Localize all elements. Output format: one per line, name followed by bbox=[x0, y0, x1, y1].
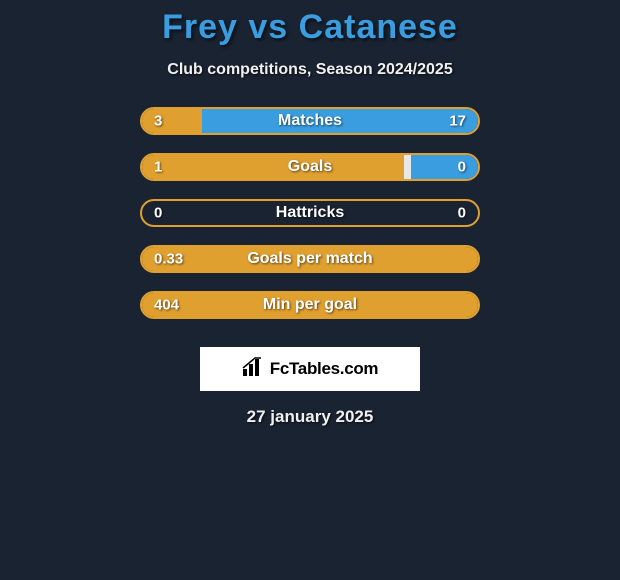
stat-row: Min per goal 404 bbox=[140, 291, 480, 319]
stat-value-left: 3 bbox=[154, 113, 162, 130]
stat-label: Min per goal bbox=[263, 296, 357, 314]
stat-value-left: 404 bbox=[154, 297, 179, 314]
stat-value-left: 0.33 bbox=[154, 251, 183, 268]
stat-rows: Matches 3 17 Goals 1 0 Hattricks 0 0 Goals per ma… bbox=[140, 107, 480, 337]
stat-label: Goals bbox=[288, 158, 332, 176]
bar-fill-left bbox=[142, 155, 404, 179]
stat-label: Goals per match bbox=[247, 250, 372, 268]
stat-row: Goals per match 0.33 bbox=[140, 245, 480, 273]
bar-fill-right bbox=[411, 155, 478, 179]
stat-row: Matches 3 17 bbox=[140, 107, 480, 135]
stat-label: Matches bbox=[278, 112, 342, 130]
page-title: Frey vs Catanese bbox=[162, 8, 458, 47]
stat-value-right: 0 bbox=[458, 205, 466, 222]
page-subtitle: Club competitions, Season 2024/2025 bbox=[167, 61, 452, 79]
stat-value-right: 17 bbox=[449, 113, 466, 130]
stat-row: Goals 1 0 bbox=[140, 153, 480, 181]
bar-fill-left bbox=[142, 109, 202, 133]
brand-box: FcTables.com bbox=[200, 347, 420, 391]
stat-value-left: 1 bbox=[154, 159, 162, 176]
stat-bar: Goals 1 0 bbox=[140, 153, 480, 181]
stat-bar: Matches 3 17 bbox=[140, 107, 480, 135]
date-label: 27 january 2025 bbox=[247, 407, 374, 427]
stat-row: Hattricks 0 0 bbox=[140, 199, 480, 227]
brand-text: FcTables.com bbox=[270, 359, 379, 379]
comparison-container: Frey vs Catanese Club competitions, Seas… bbox=[0, 0, 620, 427]
stat-value-right: 0 bbox=[458, 159, 466, 176]
brand-chart-icon bbox=[242, 357, 264, 382]
stat-bar: Min per goal 404 bbox=[140, 291, 480, 319]
stat-bar: Hattricks 0 0 bbox=[140, 199, 480, 227]
stat-value-left: 0 bbox=[154, 205, 162, 222]
stat-label: Hattricks bbox=[276, 204, 344, 222]
stat-bar: Goals per match 0.33 bbox=[140, 245, 480, 273]
